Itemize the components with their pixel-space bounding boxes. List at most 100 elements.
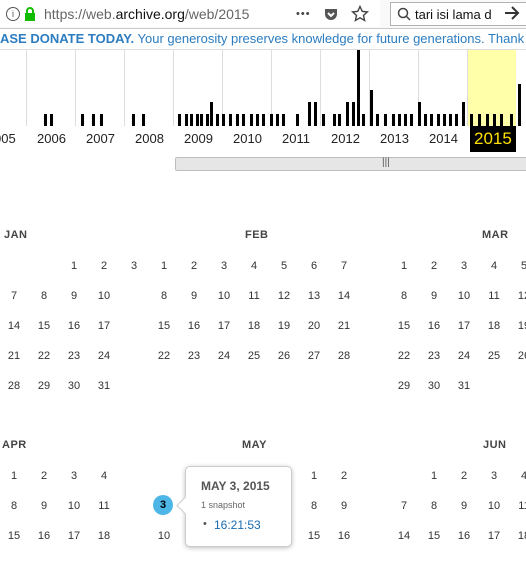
calendar-day: 4 bbox=[520, 470, 526, 482]
calendar-day: 5 bbox=[520, 260, 526, 272]
year-label-2012[interactable]: 2012 bbox=[331, 131, 360, 146]
capture-bar bbox=[392, 114, 395, 126]
capture-bar bbox=[370, 90, 373, 126]
calendar-day: 18 bbox=[517, 530, 526, 542]
month-mar: MAR bbox=[482, 229, 509, 241]
snapshot-time-link[interactable]: 16:21:53 bbox=[214, 518, 261, 532]
calendar-day: 9 bbox=[340, 500, 348, 512]
calendar-day: 19 bbox=[517, 320, 526, 332]
calendar-day: 12 bbox=[277, 290, 291, 302]
month-may: MAY bbox=[242, 439, 267, 451]
calendar-day: 8 bbox=[40, 290, 48, 302]
calendar-day: 2 bbox=[430, 260, 438, 272]
capture-bar bbox=[242, 114, 245, 126]
arrow-right-icon[interactable] bbox=[503, 4, 521, 22]
calendar-day: 9 bbox=[70, 290, 78, 302]
capture-bar bbox=[178, 114, 181, 126]
year-label-2010[interactable]: 2010 bbox=[233, 131, 262, 146]
year-column bbox=[222, 50, 223, 126]
capture-bar bbox=[308, 102, 311, 126]
calendar-day: 8 bbox=[310, 500, 318, 512]
snapshot-day-marker[interactable]: 3 bbox=[153, 495, 173, 515]
calendar-day: 17 bbox=[97, 320, 111, 332]
capture-bar bbox=[398, 114, 401, 126]
year-label-2014[interactable]: 2014 bbox=[429, 131, 458, 146]
capture-bar bbox=[346, 102, 349, 126]
calendar-day: 15 bbox=[307, 530, 321, 542]
calendar-day: 4 bbox=[250, 260, 258, 272]
capture-bar bbox=[424, 114, 427, 126]
capture-bar bbox=[430, 114, 433, 126]
page-actions-icon[interactable]: ••• bbox=[296, 7, 311, 20]
address-bar[interactable]: i https://web.archive.org/web/2015 bbox=[0, 0, 380, 27]
capture-bar bbox=[256, 114, 259, 126]
calendar-day: 30 bbox=[427, 380, 441, 392]
capture-bar bbox=[276, 114, 279, 126]
capture-bar bbox=[410, 114, 413, 126]
year-label-2009[interactable]: 2009 bbox=[184, 131, 213, 146]
capture-bar bbox=[216, 114, 219, 126]
calendar-day: 12 bbox=[517, 290, 526, 302]
donate-banner[interactable]: ASE DONATE TODAY. Your generosity preser… bbox=[0, 29, 526, 49]
capture-bar bbox=[210, 102, 213, 126]
active-year-highlight bbox=[467, 50, 516, 126]
calendar-day: 1 bbox=[310, 470, 318, 482]
capture-bar bbox=[455, 114, 458, 126]
search-input[interactable]: tari isi lama d bbox=[390, 2, 526, 26]
year-label-2015[interactable]: 2015 bbox=[470, 126, 516, 152]
calendar-day: 13 bbox=[307, 290, 321, 302]
donate-strong: ASE DONATE TODAY. bbox=[0, 31, 135, 46]
timeline-scrollbar[interactable] bbox=[175, 157, 526, 171]
year-label-2011[interactable]: 2011 bbox=[282, 131, 310, 146]
calendar-day: 31 bbox=[457, 380, 471, 392]
year-label-2007[interactable]: 2007 bbox=[86, 131, 115, 146]
capture-bar bbox=[92, 114, 95, 126]
calendar-day: 16 bbox=[37, 530, 51, 542]
year-column bbox=[124, 50, 125, 126]
calendar-day: 10 bbox=[457, 290, 471, 302]
calendar-day: 1 bbox=[160, 260, 168, 272]
scrollbar-grip[interactable]: ||| bbox=[382, 157, 390, 168]
bookmark-star-icon[interactable] bbox=[350, 4, 369, 23]
tooltip-date: MAY 3, 2015 bbox=[201, 479, 270, 493]
capture-bar bbox=[493, 114, 496, 126]
calendar-day: 17 bbox=[67, 530, 81, 542]
calendar-day: 4 bbox=[100, 470, 108, 482]
info-icon[interactable]: i bbox=[6, 6, 20, 21]
capture-bar bbox=[510, 114, 513, 126]
calendar-day: 7 bbox=[400, 500, 408, 512]
url-text[interactable]: https://web.archive.org/web/2015 bbox=[44, 5, 250, 22]
calendar-day: 20 bbox=[307, 320, 321, 332]
calendar-day: 8 bbox=[10, 500, 18, 512]
year-label-2008[interactable]: 2008 bbox=[135, 131, 164, 146]
pocket-icon[interactable] bbox=[323, 6, 339, 22]
calendar-day: 7 bbox=[340, 260, 348, 272]
calendar-day: 18 bbox=[97, 530, 111, 542]
year-label-2006[interactable]: 2006 bbox=[37, 131, 66, 146]
capture-bar bbox=[478, 114, 481, 126]
calendar-day: 24 bbox=[217, 350, 231, 362]
calendar-day: 21 bbox=[337, 320, 351, 332]
capture-bar bbox=[333, 114, 336, 126]
calendar-day: 3 bbox=[70, 470, 78, 482]
year-label-005[interactable]: 005 bbox=[0, 131, 16, 146]
snapshot-tooltip: MAY 3, 2015 1 snapshot • 16:21:53 bbox=[176, 466, 292, 547]
capture-bar bbox=[190, 114, 193, 126]
calendar-day: 22 bbox=[397, 350, 411, 362]
calendar-day: 16 bbox=[337, 530, 351, 542]
calendar-day: 10 bbox=[217, 290, 231, 302]
calendar-day: 31 bbox=[97, 380, 111, 392]
calendar-day: 18 bbox=[247, 320, 261, 332]
year-label-2013[interactable]: 2013 bbox=[380, 131, 409, 146]
calendar-day: 14 bbox=[7, 320, 21, 332]
capture-bar bbox=[404, 114, 407, 126]
calendar-day: 1 bbox=[430, 470, 438, 482]
capture-bar bbox=[282, 114, 285, 126]
calendar-day: 23 bbox=[187, 350, 201, 362]
calendar-day: 3 bbox=[220, 260, 228, 272]
calendar-day: 10 bbox=[67, 500, 81, 512]
capture-sparkline[interactable] bbox=[0, 49, 526, 126]
capture-bar bbox=[229, 114, 232, 126]
calendar-day: 4 bbox=[490, 260, 498, 272]
capture-bar bbox=[362, 114, 365, 126]
